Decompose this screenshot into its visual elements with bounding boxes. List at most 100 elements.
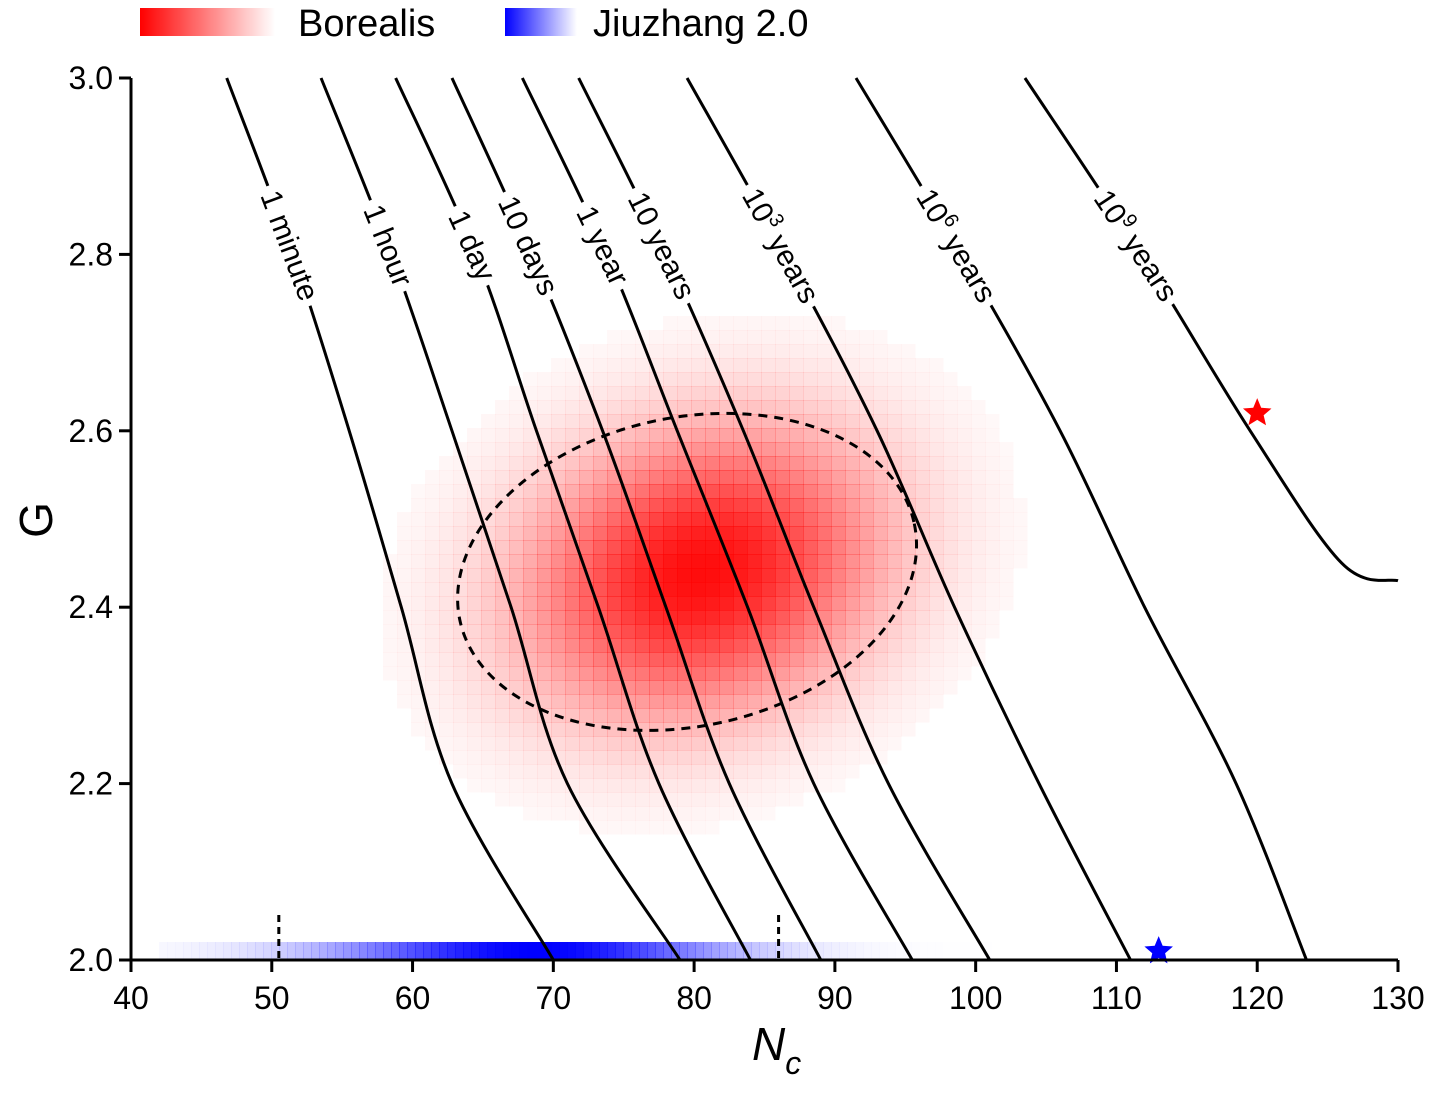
heatmap-cell [901,372,916,387]
heatmap-cell [691,638,706,653]
heatmap-cell [915,442,930,457]
heatmap-cell [691,526,706,541]
heatmap-cell [565,610,580,625]
heatmap-cell [817,764,832,779]
heatmap-cell [593,568,608,583]
heatmap-cell [607,680,622,695]
heatmap-cell [565,414,580,429]
heatmap-cell [761,764,776,779]
heatmap-cell [663,694,678,709]
heatmap-cell [579,344,594,359]
heatmap-cell [607,694,622,709]
band-cell [279,942,288,960]
band-cell [447,942,456,960]
heatmap-cell [957,582,972,597]
heatmap-cell [789,358,804,373]
heatmap-cell [523,442,538,457]
heatmap-cell [929,596,944,611]
contour-label-bg [352,193,423,298]
heatmap-cell [509,498,524,513]
heatmap-cell [901,596,916,611]
heatmap-cell [593,372,608,387]
band-cell [679,942,688,960]
heatmap-cell [803,344,818,359]
heatmap-cell [817,750,832,765]
heatmap-cell [803,372,818,387]
band-cell [719,942,728,960]
heatmap-cell [397,540,412,555]
heatmap-cell [845,428,860,443]
heatmap-cell [929,498,944,513]
heatmap-cell [789,526,804,541]
heatmap-cell [397,554,412,569]
heatmap-cell [915,596,930,611]
heatmap-cell [635,498,650,513]
band-cell [951,942,960,960]
band-cell [631,942,640,960]
heatmap-cell [579,456,594,471]
heatmap-cell [845,764,860,779]
heatmap-cell [705,386,720,401]
heatmap-cell [607,792,622,807]
heatmap-cell [565,666,580,681]
heatmap-cell [915,386,930,401]
heatmap-cell [761,750,776,765]
heatmap-cell [761,400,776,415]
heatmap-cell [719,610,734,625]
heatmap-cell [537,638,552,653]
heatmap-cell [481,414,496,429]
heatmap-cell [719,750,734,765]
heatmap-cell [915,652,930,667]
heatmap-cell [495,778,510,793]
heatmap-cell [999,456,1014,471]
heatmap-cell [481,456,496,471]
heatmap-cell [495,526,510,541]
contour-label: 1 hour [356,200,418,291]
heatmap-cell [649,344,664,359]
heatmap-cell [803,316,818,331]
heatmap-cell [761,778,776,793]
band-cell [847,942,856,960]
heatmap-cell [649,400,664,415]
heatmap-cell [677,596,692,611]
band-cell [415,942,424,960]
heatmap-cell [929,400,944,415]
heatmap-cell [495,722,510,737]
heatmap-cell [845,666,860,681]
heatmap-cell [537,414,552,429]
heatmap-cell [775,428,790,443]
heatmap-cell [775,638,790,653]
heatmap-cell [495,694,510,709]
heatmap-cell [789,316,804,331]
heatmap-cell [705,680,720,695]
heatmap-cell [887,498,902,513]
heatmap-cell [887,666,902,681]
heatmap-cell [691,792,706,807]
heatmap-cell [943,624,958,639]
heatmap-cell [943,610,958,625]
heatmap-cell [565,736,580,751]
heatmap-cell [551,428,566,443]
heatmap-cell [845,638,860,653]
heatmap-cell [901,554,916,569]
heatmap-cell [789,456,804,471]
heatmap-cell [481,694,496,709]
heatmap-cell [425,498,440,513]
heatmap-cell [677,386,692,401]
heatmap-cell [537,680,552,695]
heatmap-cell [957,554,972,569]
heatmap-cell [705,330,720,345]
contour-label: 103 years [735,181,828,309]
heatmap-cell [537,778,552,793]
heatmap-cell [635,778,650,793]
heatmap-cell [915,358,930,373]
heatmap-cell [467,568,482,583]
operating-point-markers [1144,398,1272,964]
heatmap-cell [789,624,804,639]
heatmap-cell [635,400,650,415]
heatmap-cell [607,358,622,373]
contour-label-bg [904,175,1010,315]
heatmap-cell [775,386,790,401]
heatmap-cell [607,722,622,737]
band-cell [919,942,928,960]
